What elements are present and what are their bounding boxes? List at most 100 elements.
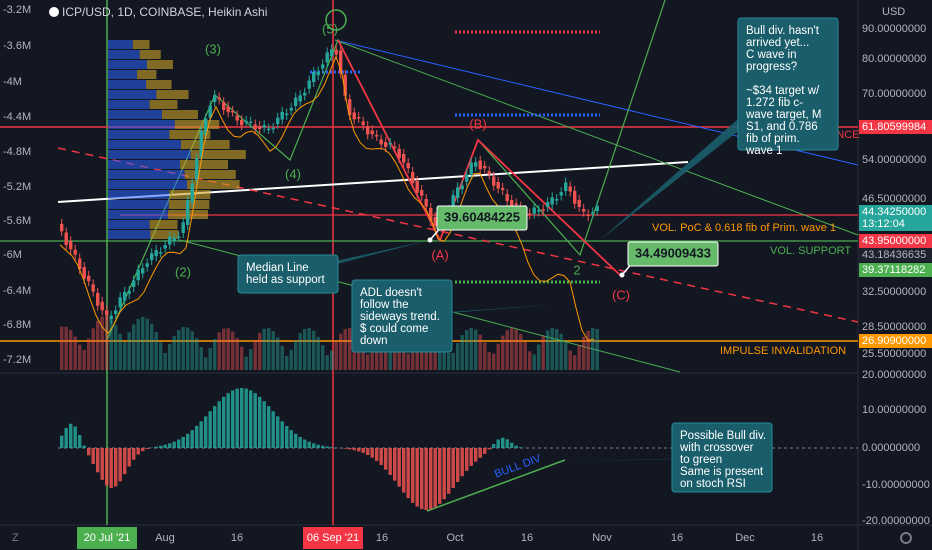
volume-bar — [82, 349, 86, 370]
time-label: Dec — [735, 532, 755, 544]
line-label: VOL. PoC & 0.618 fib of Prim. wave 1 — [652, 222, 836, 234]
candle — [330, 49, 334, 57]
callout-text: Possible Bull div. — [680, 430, 766, 442]
candle — [451, 194, 455, 207]
line-label: VOL. SUPPORT — [770, 245, 851, 257]
date-tag-label: 06 Sep '21 — [307, 532, 359, 544]
volume-bar — [267, 328, 271, 370]
histogram-bar — [451, 448, 455, 488]
candle — [199, 131, 203, 158]
wave-label: (B) — [469, 116, 486, 131]
volume-profile — [108, 170, 185, 179]
histogram-bar — [406, 448, 410, 499]
candle — [249, 121, 253, 124]
time-label: 16 — [376, 532, 388, 544]
volume-profile — [108, 110, 162, 119]
histogram-bar — [316, 444, 320, 448]
histogram-bar — [519, 447, 523, 448]
candle — [154, 250, 158, 257]
candle — [406, 163, 410, 169]
histogram-bar — [222, 396, 226, 448]
histogram-bar — [388, 448, 392, 475]
histogram-bar — [465, 448, 469, 471]
price-box — [436, 205, 528, 231]
right-axis-label: 28.50000000 — [862, 321, 926, 333]
volume-bar — [573, 355, 577, 370]
volume-bar — [397, 335, 401, 370]
candle — [217, 97, 221, 100]
histogram-bar — [348, 448, 352, 450]
volume-bar — [253, 339, 257, 370]
histogram-bar — [456, 448, 460, 483]
volume-bar — [100, 316, 104, 370]
right-axis-label: 25.50000000 — [862, 348, 926, 360]
volume-bar — [555, 329, 559, 370]
volume-profile — [108, 100, 150, 109]
histogram-bar — [294, 433, 298, 448]
histogram-bar — [240, 388, 244, 448]
candle — [487, 171, 491, 175]
volume-bar — [361, 344, 365, 370]
candle — [325, 52, 329, 63]
histogram-bar — [114, 448, 118, 487]
histogram-bar — [186, 433, 190, 448]
volume-bar — [447, 352, 451, 370]
left-axis-label: -3.2M — [3, 4, 31, 16]
volume-profile — [180, 140, 230, 149]
volume-bar — [339, 333, 343, 370]
volume-bar — [159, 342, 163, 370]
histogram-bar — [361, 448, 365, 453]
volume-bar — [523, 341, 527, 370]
candle — [294, 97, 298, 106]
settings-button[interactable] — [900, 532, 912, 544]
price-box-anchor — [619, 272, 625, 278]
histogram-bar — [82, 445, 86, 448]
volume-bar — [415, 342, 419, 370]
volume-bar — [177, 330, 181, 370]
candle — [78, 258, 82, 270]
right-axis-label: 43.95000000 — [862, 235, 926, 247]
volume-bar — [195, 338, 199, 370]
volume-profile — [150, 230, 179, 239]
histogram-bar — [501, 437, 505, 448]
histogram-bar — [69, 423, 73, 448]
left-axis-label: -6M — [3, 249, 22, 261]
candle — [465, 174, 469, 182]
volume-bar — [285, 355, 289, 370]
volume-bar — [280, 345, 284, 370]
right-axis-label: 54.00000000 — [862, 154, 926, 166]
corner-button[interactable]: Z — [12, 532, 19, 544]
volume-bar — [514, 329, 518, 370]
candle — [168, 236, 172, 245]
left-axis-label: -5.6M — [3, 215, 31, 227]
price-box-label: 39.60484225 — [444, 209, 520, 224]
volume-profile — [137, 70, 157, 79]
histogram-bar — [343, 448, 347, 449]
volume-profile — [132, 40, 150, 49]
volume-bar — [271, 331, 275, 370]
volume-bar — [474, 329, 478, 370]
volume-bar — [105, 315, 109, 370]
callout-text: on stoch RSI — [680, 478, 746, 490]
histogram-bar — [487, 448, 491, 450]
histogram-bar — [154, 446, 158, 448]
volume-bar — [87, 338, 91, 370]
volume-bar — [262, 328, 266, 370]
candle — [339, 50, 343, 74]
price-tag — [859, 234, 932, 248]
histogram-bar — [267, 406, 271, 448]
candle — [402, 154, 406, 163]
candle — [150, 253, 154, 260]
volume-bar — [60, 326, 64, 370]
histogram-bar — [118, 448, 122, 482]
callout-text: down — [360, 335, 388, 347]
candle — [109, 315, 113, 320]
candle — [312, 71, 316, 82]
candle — [213, 95, 217, 102]
wave-label: (A) — [431, 247, 448, 262]
histogram-bar — [96, 448, 100, 473]
callout-text: arrived yet... — [746, 37, 809, 49]
candle — [244, 120, 248, 123]
volume-bar — [294, 340, 298, 370]
histogram-bar — [483, 448, 487, 454]
